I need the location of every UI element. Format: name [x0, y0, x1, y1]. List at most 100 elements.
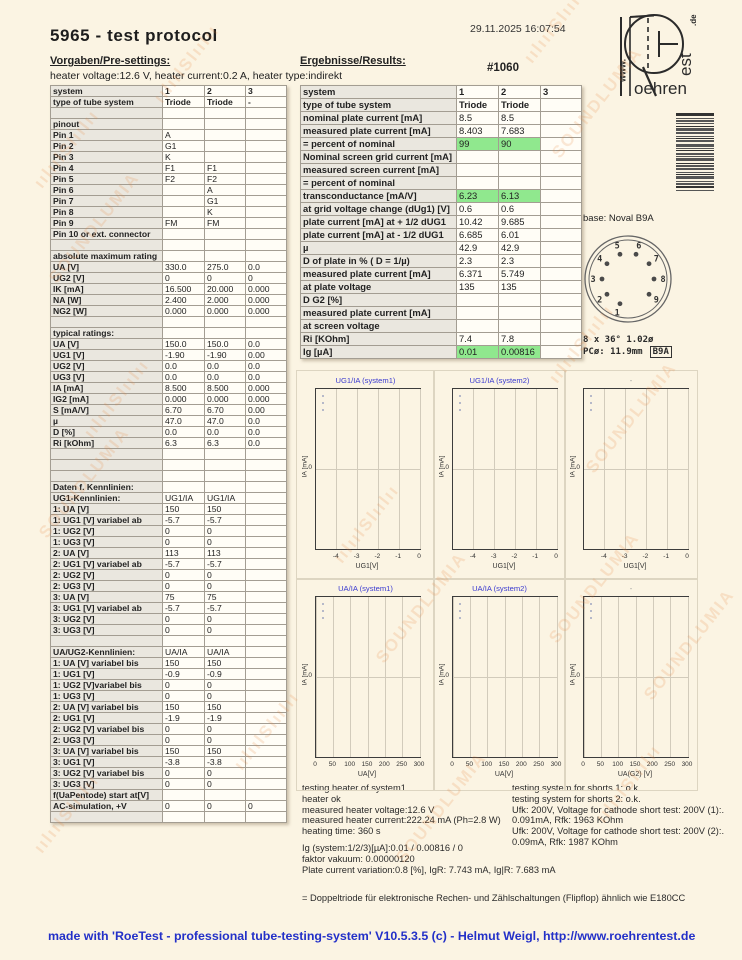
row-value	[204, 239, 246, 251]
row-value: Triode	[456, 98, 499, 112]
table-row: AC-simulation, +V 0 0 0	[50, 800, 287, 812]
row-value: 113	[204, 547, 246, 559]
row-label: 1: UA [V]	[50, 503, 163, 515]
footer-line: made with 'RoeTest - professional tube-t…	[48, 929, 695, 943]
pc-diameter: PCø: 11.9mm	[583, 347, 643, 357]
table-row: Ig [µA] 0.01 0.00816	[300, 345, 582, 359]
pin-number: 5	[615, 242, 620, 252]
row-label: UG1 [V]	[50, 349, 163, 361]
shorts-test-results: testing system for shorts 1: o.k. testing…	[512, 783, 724, 848]
row-value	[245, 723, 287, 735]
chart-plot-area	[583, 388, 689, 550]
socket-pinout-diagram: 1 2 3 4 5 6 7 8 9	[584, 235, 672, 323]
table-row: measured plate current [mA]	[300, 306, 582, 320]
row-value: A	[204, 184, 246, 196]
table-row: 1: UG2 [V]variabel bis 0 0	[50, 679, 287, 691]
row-value	[162, 206, 205, 218]
row-label: µ	[50, 415, 163, 427]
row-label: Pin 7	[50, 195, 163, 207]
table-row: µ 47.0 47.0 0.0	[50, 415, 287, 427]
row-value	[540, 280, 582, 294]
table-row: 1: UA [V] variabel bis 150 150	[50, 657, 287, 669]
row-value	[540, 215, 582, 229]
x-axis-tick: 300	[550, 761, 562, 768]
row-value	[540, 332, 582, 346]
gridline	[316, 677, 420, 678]
row-value: 1	[162, 85, 205, 97]
y-axis-tick: 0	[308, 672, 312, 679]
row-value: 0.0	[245, 415, 287, 427]
row-value: 20.000	[204, 283, 246, 295]
row-value: 0.0	[245, 338, 287, 350]
barcode-stripe	[676, 132, 714, 134]
pin-dot	[617, 251, 623, 257]
row-value: 0	[162, 800, 205, 812]
row-value: 150	[162, 701, 205, 713]
row-value	[245, 624, 287, 636]
tube-description-note: = Doppeltriode für elektronische Rechen-…	[302, 893, 686, 903]
row-label: 3: UG1 [V]	[50, 756, 163, 768]
row-label: D G2 [%]	[300, 293, 457, 307]
row-value: 1	[456, 85, 499, 99]
table-row: S [mA/V] 6.70 6.70 0.00	[50, 404, 287, 416]
row-label: plate current [mA] at + 1/2 dUG1	[300, 215, 457, 229]
row-label: typical ratings:	[50, 327, 163, 339]
barcode-stripe	[676, 144, 714, 147]
legend-dot	[590, 409, 592, 411]
row-value	[204, 140, 246, 152]
row-value: 0.0	[162, 371, 205, 383]
row-value: 0	[162, 525, 205, 537]
table-row: Daten f. Kennlinien:	[50, 481, 287, 493]
chart-title: UG1/IA (system1)	[335, 376, 396, 385]
table-row: 2: UG3 [V] 0 0	[50, 580, 287, 592]
row-value	[245, 580, 287, 592]
table-row: UG3 [V] 0.0 0.0 0.0	[50, 371, 287, 383]
table-row: IG2 [mA] 0.000 0.000 0.000	[50, 393, 287, 405]
gridline	[453, 677, 557, 678]
text-line: Ufk: 200V, Voltage for cathode short tes…	[512, 804, 725, 815]
legend-dot	[459, 617, 461, 619]
legend-dot	[590, 603, 592, 605]
row-value	[245, 239, 287, 251]
row-value: FM	[162, 217, 205, 229]
table-row: UA [V] 150.0 150.0 0.0	[50, 338, 287, 350]
row-value: K	[162, 151, 205, 163]
row-value: 0	[162, 536, 205, 548]
table-row: UG1-Kennlinien: UG1/IA UG1/IA	[50, 492, 287, 504]
gridline	[556, 389, 558, 549]
row-value	[498, 293, 541, 307]
row-value: 0	[245, 272, 287, 284]
barcode-stripe	[676, 150, 714, 151]
x-axis-tick: 200	[378, 761, 390, 768]
x-axis-tick: -4	[469, 553, 476, 560]
row-value	[245, 811, 287, 823]
row-value: 0	[204, 580, 246, 592]
row-value	[540, 228, 582, 242]
results-label: Ergebnisse/Results:	[300, 55, 406, 67]
chart-title: UG1/IA (system2)	[469, 376, 530, 385]
row-label: 2: UG3 [V]	[50, 580, 163, 592]
barcode-stripe	[676, 156, 714, 157]
row-value	[204, 448, 246, 460]
row-value	[245, 316, 287, 328]
row-value	[456, 306, 499, 320]
logo-oehren-text: oehren	[634, 79, 687, 98]
row-label: f(UaPentode) start at[V]	[50, 789, 163, 801]
row-label: Daten f. Kennlinien:	[50, 481, 163, 493]
footer-url[interactable]: http://www.roehrentest.de	[542, 929, 696, 943]
x-axis-tick: 0	[417, 553, 421, 560]
barcode-stripe	[676, 172, 714, 173]
row-value: F2	[204, 173, 246, 185]
x-axis-tick: -2	[511, 553, 518, 560]
row-value	[245, 459, 287, 471]
row-value: -	[245, 96, 287, 108]
row-value: 0.00	[245, 404, 287, 416]
footer-text: made with 'RoeTest - professional tube-t…	[48, 929, 543, 943]
row-value: -5.7	[204, 514, 246, 526]
row-value: 6.685	[456, 228, 499, 242]
row-value	[456, 293, 499, 307]
gridline	[316, 469, 420, 470]
legend-dot	[590, 610, 592, 612]
row-label: pinout	[50, 118, 163, 130]
